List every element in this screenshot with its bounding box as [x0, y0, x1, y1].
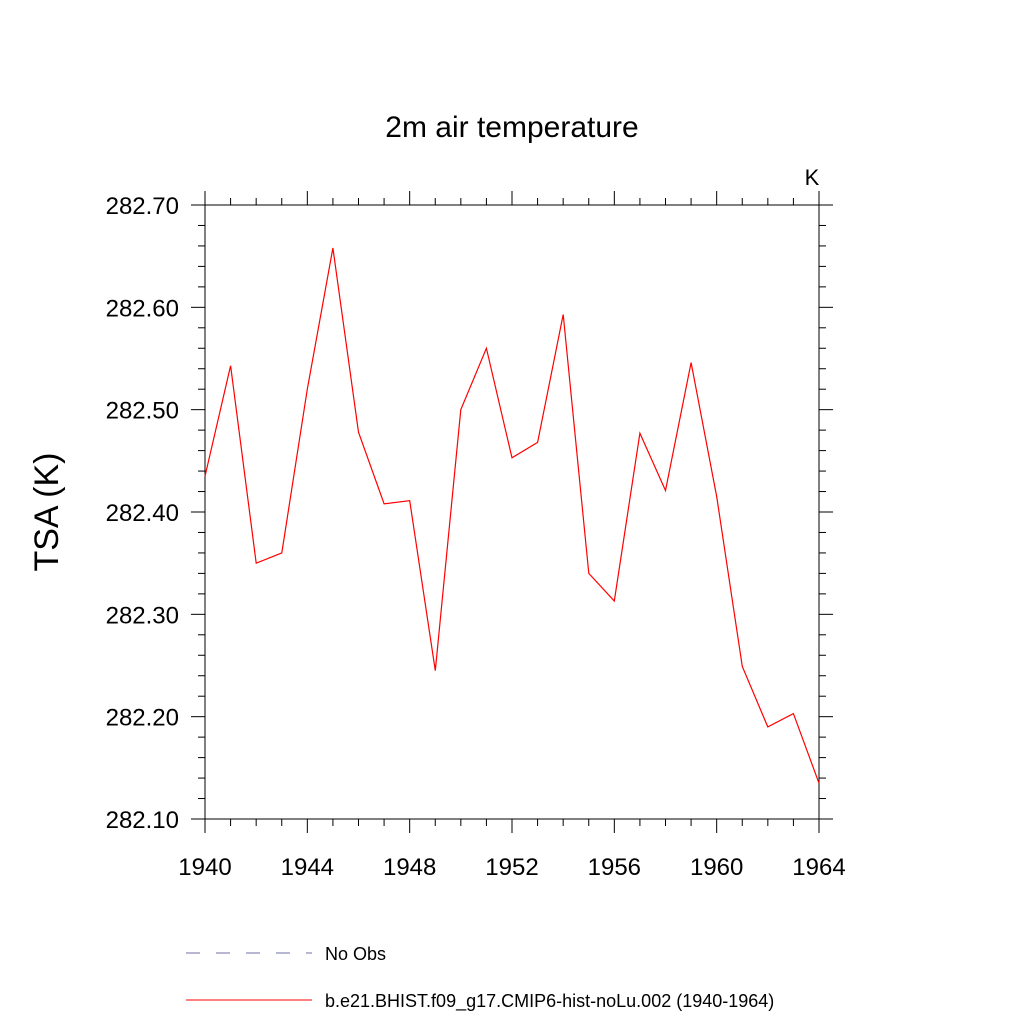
units-label: K [805, 165, 820, 190]
x-tick-label: 1964 [792, 854, 845, 881]
axis-ticks [191, 191, 833, 833]
x-tick-labels: 1940 1944 1948 1952 1956 1960 1964 [178, 854, 845, 881]
y-tick-label: 282.70 [106, 193, 179, 220]
y-tick-labels: 282.10 282.20 282.30 282.40 282.50 282.60 282.… [106, 193, 179, 834]
series-layer [204, 247, 820, 784]
y-tick-label: 282.40 [106, 500, 179, 527]
legend: No Obs b.e21.BHIST.f09_g17.CMIP6-hist-noL… [186, 944, 774, 1012]
x-tick-label: 1956 [588, 854, 641, 881]
x-tick-label: 1960 [690, 854, 743, 881]
y-axis-label: TSA (K) [28, 452, 66, 571]
y-tick-label: 282.60 [106, 295, 179, 322]
y-tick-label: 282.10 [106, 807, 179, 834]
legend-label: No Obs [325, 944, 386, 964]
x-tick-label: 1952 [485, 854, 538, 881]
x-tick-label: 1940 [178, 854, 231, 881]
series-line [204, 247, 820, 784]
plot-frame [204, 204, 820, 820]
chart-title: 2m air temperature [385, 111, 638, 144]
y-tick-label: 282.20 [106, 705, 179, 732]
y-tick-label: 282.50 [106, 398, 179, 425]
x-tick-label: 1948 [383, 854, 436, 881]
legend-label: b.e21.BHIST.f09_g17.CMIP6-hist-noLu.002 … [325, 991, 774, 1012]
y-tick-label: 282.30 [106, 602, 179, 629]
x-tick-label: 1944 [281, 854, 334, 881]
